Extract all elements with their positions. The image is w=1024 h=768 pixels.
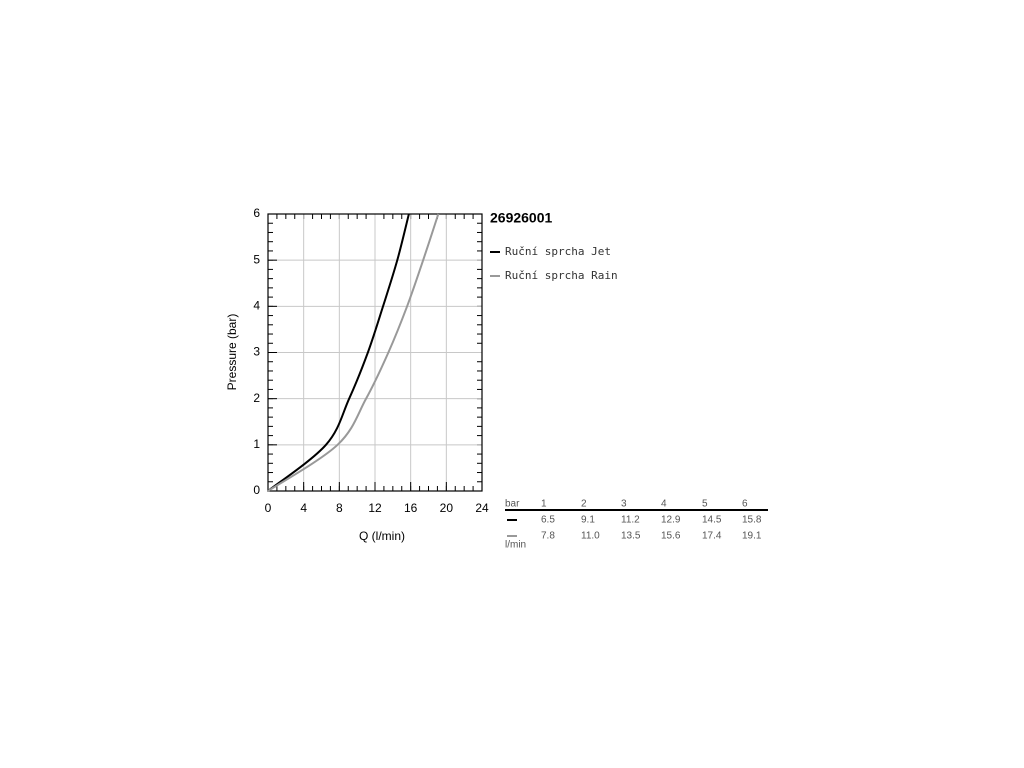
x-tick-label: 4 <box>300 501 307 515</box>
legend-label: Ruční sprcha Jet <box>505 245 611 258</box>
curve <box>267 213 440 492</box>
table-header: 2 <box>581 499 587 510</box>
y-tick-label: 5 <box>253 252 260 266</box>
y-tick-label: 2 <box>253 391 260 405</box>
x-tick-label: 24 <box>475 501 489 515</box>
table-cell: 11.2 <box>621 515 640 526</box>
table-cell: 19.1 <box>742 531 762 542</box>
x-tick-label: 8 <box>336 501 343 515</box>
table-header: 6 <box>742 499 748 510</box>
y-axis-label: Pressure (bar) <box>225 314 239 391</box>
table-cell: 15.6 <box>661 531 681 542</box>
table-header: 4 <box>661 499 667 510</box>
table-cell: 6.5 <box>541 515 555 526</box>
curve <box>267 213 410 492</box>
x-tick-label: 0 <box>265 501 272 515</box>
x-tick-label: 12 <box>368 501 382 515</box>
table-cell: 15.8 <box>742 515 762 526</box>
y-tick-label: 1 <box>253 437 260 451</box>
chart-title: 26926001 <box>490 210 553 226</box>
table-x-unit: l/min <box>505 540 526 551</box>
x-tick-label: 16 <box>404 501 418 515</box>
table-header: 5 <box>702 499 708 510</box>
table-header: 1 <box>541 499 547 510</box>
table-cell: 7.8 <box>541 531 555 542</box>
table-cell: 9.1 <box>581 515 595 526</box>
y-tick-label: 0 <box>253 483 260 497</box>
plot-frame <box>267 213 483 492</box>
table-cell: 14.5 <box>702 515 722 526</box>
x-tick-label: 20 <box>440 501 454 515</box>
legend-label: Ruční sprcha Rain <box>505 269 618 282</box>
table-header: 3 <box>621 499 627 510</box>
y-tick-label: 4 <box>253 299 260 313</box>
x-axis-label: Q (l/min) <box>359 529 405 543</box>
y-tick-label: 6 <box>253 206 260 220</box>
table-cell: 11.0 <box>581 531 600 542</box>
table-y-unit: bar <box>505 499 520 510</box>
table-cell: 12.9 <box>661 515 681 526</box>
y-tick-label: 3 <box>253 345 260 359</box>
table-cell: 17.4 <box>702 531 722 542</box>
table-cell: 13.5 <box>621 531 641 542</box>
